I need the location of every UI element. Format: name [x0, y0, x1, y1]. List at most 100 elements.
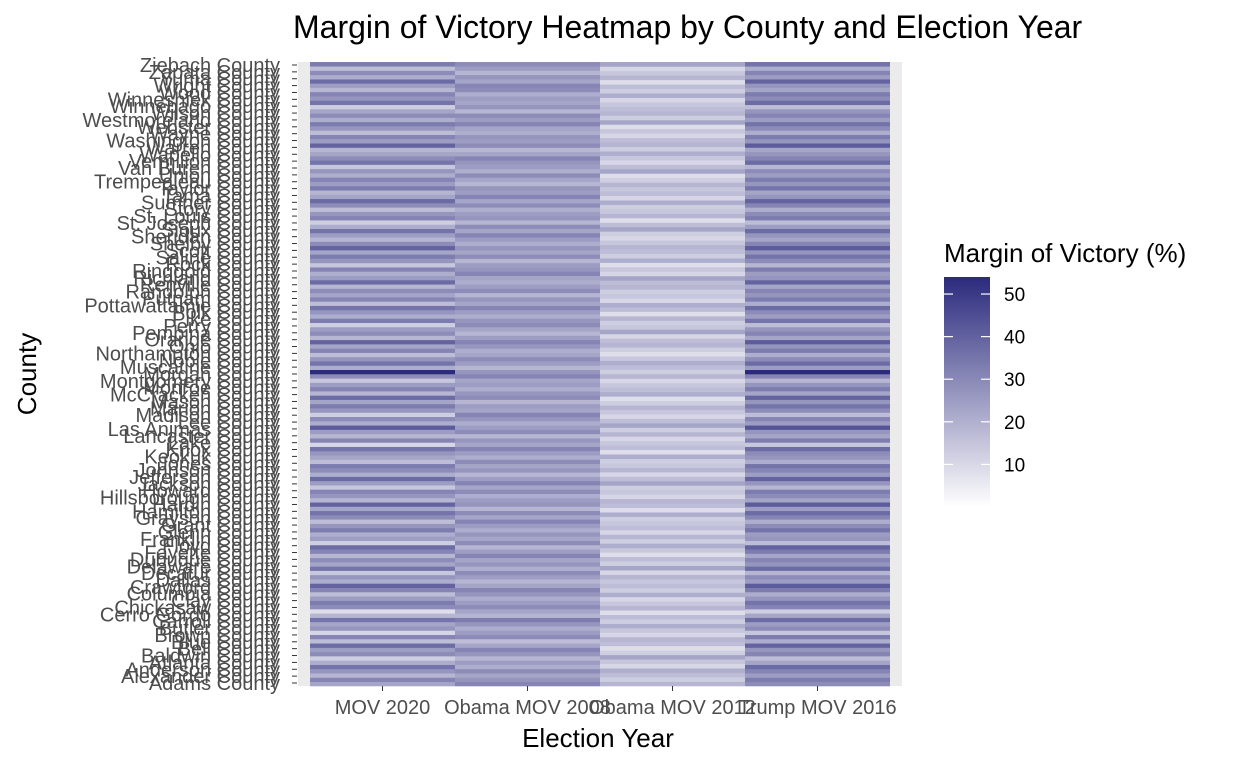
heatmap-cell: [310, 425, 455, 430]
heatmap-cell: [600, 463, 745, 468]
y-tick-label: Franklin County: [140, 529, 280, 551]
heatmap-cell: [310, 626, 455, 631]
heatmap-cell: [455, 472, 600, 477]
heatmap-cell: [455, 677, 600, 683]
x-axis-title: Election Year: [522, 723, 674, 753]
heatmap-cell: [455, 339, 600, 345]
heatmap-cell: [310, 468, 455, 473]
heatmap-cell: [455, 681, 600, 687]
heatmap-cell: [310, 455, 455, 460]
heatmap-cell: [600, 650, 745, 656]
heatmap-cell: [310, 117, 455, 123]
y-tick-label: Sheridan County: [131, 227, 280, 249]
heatmap-cell: [455, 442, 600, 447]
heatmap-cell: [600, 427, 745, 433]
heatmap-cell: [310, 442, 455, 447]
heatmap-cell: [600, 521, 745, 526]
heatmap-cell: [745, 177, 890, 182]
heatmap-cell: [600, 645, 745, 651]
heatmap-cell: [310, 630, 455, 636]
heatmap-cell: [600, 338, 745, 344]
heatmap-cell: [310, 446, 455, 452]
heatmap-cell: [600, 445, 745, 451]
heatmap-cell: [310, 566, 455, 571]
heatmap-cell: [455, 476, 600, 482]
heatmap-cell: [310, 147, 455, 153]
x-tick-label: MOV 2020: [335, 697, 431, 719]
heatmap-cell: [455, 566, 600, 571]
heatmap-cell: [600, 663, 745, 669]
heatmap-cell: [310, 382, 455, 388]
heatmap-cell: [455, 502, 600, 507]
heatmap-cell: [310, 660, 455, 665]
heatmap-cell: [745, 156, 890, 161]
heatmap-cell: [600, 672, 745, 678]
y-tick-label: Lake County: [168, 433, 280, 455]
heatmap-cell: [745, 74, 890, 80]
heatmap-cell: [455, 519, 600, 524]
heatmap-cell: [600, 476, 745, 482]
heatmap-cell: [310, 190, 455, 195]
heatmap-cell: [310, 215, 455, 221]
heatmap-cell: [745, 344, 890, 349]
heatmap-cell: [455, 664, 600, 670]
heatmap-cell: [600, 62, 745, 67]
heatmap-cell: [745, 361, 890, 366]
heatmap-cell: [455, 245, 600, 251]
heatmap-cell: [310, 322, 455, 328]
heatmap-cell: [455, 506, 600, 512]
heatmap-cell: [455, 194, 600, 200]
y-tick-label: Ringgold County: [132, 261, 280, 283]
heatmap-cell: [600, 494, 745, 500]
heatmap-cell: [310, 433, 455, 439]
heatmap-cell: [600, 293, 745, 299]
heatmap-cell: [310, 489, 455, 494]
heatmap-cell: [310, 365, 455, 371]
heatmap-cell: [600, 84, 745, 90]
heatmap-cell: [455, 83, 600, 88]
heatmap-cell: [310, 339, 455, 345]
heatmap-cell: [600, 182, 745, 188]
heatmap-cell: [745, 463, 890, 469]
heatmap-cell: [745, 326, 890, 332]
heatmap-cell: [745, 369, 890, 375]
heatmap-cell: [745, 79, 890, 84]
heatmap-cell: [600, 668, 745, 673]
heatmap-cell: [745, 489, 890, 494]
heatmap-cell: [600, 485, 745, 491]
heatmap-cell: [600, 489, 745, 495]
heatmap-cell: [310, 87, 455, 93]
heatmap-cell: [455, 96, 600, 101]
heatmap-cell: [310, 96, 455, 101]
heatmap-cell: [310, 476, 455, 482]
heatmap-cell: [455, 305, 600, 311]
heatmap-cell: [600, 342, 745, 348]
y-tick-label: Crawford County: [130, 577, 280, 599]
heatmap-cell: [455, 79, 600, 84]
heatmap-cell: [745, 596, 890, 601]
heatmap-cell: [600, 574, 745, 580]
heatmap-cell: [600, 146, 745, 152]
heatmap-cell: [745, 164, 890, 170]
heatmap-cell: [455, 450, 600, 456]
heatmap-cell: [745, 668, 890, 674]
heatmap-cell: [745, 322, 890, 328]
heatmap-cell: [600, 244, 745, 250]
heatmap-cell: [310, 104, 455, 110]
heatmap-cell: [600, 75, 745, 81]
heatmap-cell: [310, 74, 455, 80]
heatmap-cell: [745, 100, 890, 106]
heatmap-cell: [310, 485, 455, 490]
heatmap-cell: [600, 106, 745, 112]
legend-tick-label: 20: [1004, 413, 1025, 434]
heatmap-cell: [310, 395, 455, 400]
heatmap-cell: [455, 421, 600, 426]
heatmap-cell: [310, 83, 455, 88]
heatmap-cell: [455, 164, 600, 170]
heatmap-cell: [455, 523, 600, 529]
heatmap-cell: [310, 540, 455, 546]
y-tick-label: Sumner County: [141, 192, 280, 214]
heatmap-cell: [455, 446, 600, 452]
heatmap-cell: [745, 634, 890, 640]
heatmap-cell: [310, 463, 455, 469]
